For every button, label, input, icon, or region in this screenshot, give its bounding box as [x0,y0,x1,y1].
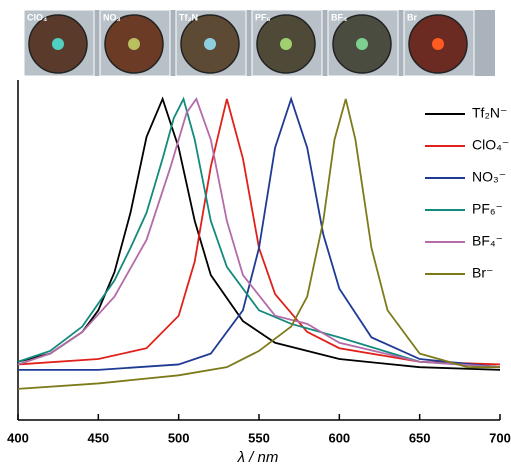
droplet-core [432,38,444,50]
legend-label: Tf₂N⁻ [472,105,507,121]
droplet-core [128,38,140,50]
inset-label: ClO₄ [27,12,47,22]
inset-label: NO₃ [103,12,121,22]
legend-label: PF₆⁻ [472,201,503,217]
spectrum-line [17,96,501,369]
spectrum-line [17,98,501,366]
x-tick-label: 450 [87,430,109,445]
inset-label: Tf₂N [179,12,198,22]
x-tick-label: 700 [489,430,511,445]
droplet-core [356,38,368,50]
inset-label: PF₆ [255,12,271,22]
inset-label: BF₄ [331,12,347,22]
droplet-core [204,38,216,50]
spectrum-line [17,97,501,369]
spectrum-line [18,96,501,371]
spectrum-line [17,98,500,390]
inset-strip: ClO₄ NO₃ Tf₂N PF₆ BF₄ Br [23,9,495,77]
droplet-core [52,38,64,50]
legend-label: NO₃⁻ [472,169,506,185]
droplet-core [280,38,292,50]
x-tick-label: 500 [168,430,190,445]
x-axis-label: λ / nm [237,449,279,466]
legend-label: ClO₄⁻ [472,137,509,153]
x-tick-label: 400 [7,430,29,445]
legend-label: BF₄⁻ [472,233,503,249]
x-tick-label: 550 [248,430,270,445]
x-tick-label: 650 [409,430,431,445]
spectrum-line [17,96,501,371]
legend-label: Br⁻ [472,265,493,281]
inset-label: Br [407,12,417,22]
x-tick-label: 600 [328,430,350,445]
